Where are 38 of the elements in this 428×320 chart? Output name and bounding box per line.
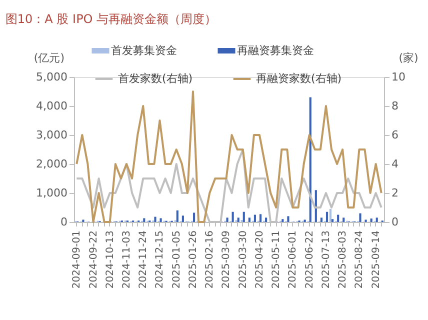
- x-tick-label: 2025-02-16: [204, 230, 216, 289]
- y2-tick-label: 10: [392, 70, 406, 84]
- y-tick-label: 0: [60, 216, 68, 228]
- x-tick-label: 2024-10-13: [104, 230, 116, 289]
- x-tick-label: 2025-06-01: [288, 230, 299, 289]
- y-tick-label: 1,000: [36, 186, 68, 200]
- x-tick-label: 2025-01-26: [188, 230, 199, 289]
- x-tick-label: 2024-09-22: [88, 230, 100, 289]
- chart-title: 图10：A 股 IPO 与再融资金额（周度）: [5, 12, 217, 26]
- x-tick-label: 2025-03-09: [221, 230, 232, 289]
- legend-label: 首发募集资金: [111, 44, 177, 57]
- x-tick-label: 2025-06-22: [304, 230, 316, 289]
- x-tick-label: 2024-11-03: [122, 230, 132, 289]
- x-tick-label: 2025-05-11: [271, 230, 282, 289]
- y2-axis-title: (家): [398, 52, 418, 64]
- y2-tick-label: 0: [392, 216, 398, 228]
- y-axis-title: (亿元): [34, 52, 64, 64]
- legend-label: 首发家数(右轴): [118, 72, 193, 85]
- x-tick-label: 2025-03-30: [238, 230, 249, 289]
- y2-tick-label: 6: [392, 128, 398, 142]
- y-tick-label: 3,000: [36, 128, 68, 142]
- legend-label: 再融资募集资金: [237, 44, 314, 57]
- x-tick-label: 2025-04-20: [254, 230, 266, 289]
- y2-tick-label: 8: [392, 100, 398, 112]
- x-tick-label: 2024-12-15: [154, 230, 166, 289]
- x-tick-label: 2025-07-13: [320, 230, 332, 289]
- x-tick-label: 2024-11-24: [138, 230, 150, 289]
- x-tick-label: 2024-09-01: [72, 230, 83, 289]
- x-tick-label: 2025-01-05: [171, 230, 182, 289]
- y-tick-label: 5,000: [36, 70, 68, 84]
- y2-tick-label: 4: [392, 158, 398, 170]
- x-tick-label: 2025-08-03: [338, 230, 349, 289]
- y-tick-label: 4,000: [36, 100, 68, 112]
- x-tick-label: 2025-08-24: [354, 230, 366, 289]
- y-tick-label: 2,000: [36, 158, 68, 170]
- x-tick-label: 2025-09-14: [370, 230, 382, 289]
- legend-label: 再融资家数(右轴): [256, 72, 342, 85]
- y2-tick-label: 2: [392, 186, 398, 200]
